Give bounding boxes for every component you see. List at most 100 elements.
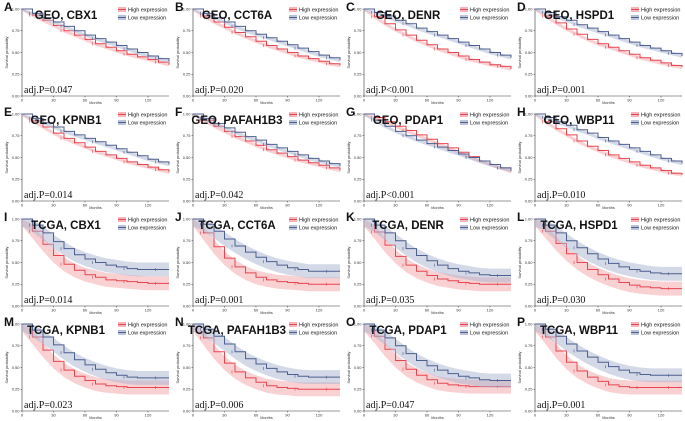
p-value-label: adj.P=0.035 (366, 295, 414, 306)
y-tick-label: 0.25 (12, 72, 21, 77)
legend-label-low: Low expression (128, 16, 166, 22)
y-tick-label: 0.75 (12, 133, 21, 138)
x-tick-label: 0 (363, 203, 366, 208)
x-tick-label: 30 (51, 203, 56, 208)
legend-label-high: High expression (128, 113, 167, 119)
legend-label-high: High expression (128, 323, 167, 329)
y-tick-label: 0.25 (183, 177, 192, 182)
survival-curve-low (364, 218, 511, 276)
x-axis-label: Months (89, 416, 102, 420)
x-tick-label: 90 (627, 413, 632, 418)
km-panel: 0.00 0.25 0.50 0.75 1.00 0 30 60 90 120 Months Surv… (517, 0, 683, 105)
panel-letter: D (517, 0, 526, 14)
y-tick-label: 0.25 (354, 387, 363, 392)
survival-curve-low (364, 8, 512, 58)
legend-label-low: Low expression (641, 121, 679, 127)
x-tick-label: 60 (83, 203, 88, 208)
y-tick-label: 0.75 (525, 238, 534, 243)
x-tick-label: 30 (393, 413, 398, 418)
legend-label-high: High expression (470, 8, 509, 14)
x-tick-label: 120 (316, 413, 323, 418)
ci-band-low (535, 324, 682, 383)
legend-label-low: Low expression (641, 331, 679, 337)
y-tick-label: 0.50 (354, 50, 363, 55)
km-panel: 0.00 0.25 0.50 0.75 1.00 0 30 60 90 120 Months Surv… (4, 210, 169, 315)
x-axis-label: Months (602, 206, 615, 210)
y-tick-label: 1.00 (12, 321, 21, 326)
p-value-label: adj.P=0.001 (195, 295, 243, 306)
km-panel: 0.00 0.25 0.50 0.75 1.00 0 30 60 90 120 Months Surv… (4, 0, 170, 105)
x-tick-label: 120 (145, 203, 152, 208)
p-value-label: adj.P=0.001 (537, 85, 585, 96)
survival-curve-high (22, 323, 169, 388)
p-value-label: adj.P=0.001 (537, 400, 585, 411)
x-tick-label: 30 (222, 308, 227, 313)
x-tick-label: 0 (192, 98, 195, 103)
x-axis-label: Months (260, 416, 273, 420)
x-tick-label: 60 (596, 203, 601, 208)
x-tick-label: 60 (425, 413, 430, 418)
y-tick-label: 1.00 (525, 321, 534, 326)
y-axis-label: Survival probability (5, 351, 9, 383)
km-panel: 0.00 0.25 0.50 0.75 1.00 0 30 60 90 120 Months Surv… (346, 105, 512, 210)
survival-curve-low (22, 218, 169, 270)
x-tick-label: 30 (564, 413, 569, 418)
x-tick-label: 120 (316, 308, 323, 313)
x-tick-label: 90 (456, 413, 461, 418)
x-tick-label: 0 (534, 413, 537, 418)
panel-title: TCGA, HSPD1 (540, 220, 618, 232)
legend-label-high: High expression (470, 323, 509, 329)
km-panel: 0.00 0.25 0.50 0.75 1.00 0 30 60 90 120 Months Surv… (175, 315, 340, 420)
p-value-label: adj.P=0.014 (24, 190, 72, 201)
legend-label-high: High expression (128, 218, 167, 224)
y-tick-label: 1.00 (183, 216, 192, 221)
legend-label-low: Low expression (299, 331, 337, 337)
y-tick-label: 0.00 (12, 198, 21, 203)
y-tick-label: 1.00 (354, 321, 363, 326)
legend-label-low: Low expression (299, 226, 337, 232)
x-tick-label: 90 (627, 98, 632, 103)
legend-label-low: Low expression (470, 16, 508, 22)
x-tick-label: 90 (456, 203, 461, 208)
x-tick-label: 0 (192, 203, 195, 208)
x-tick-label: 60 (83, 308, 88, 313)
x-tick-label: 90 (114, 413, 119, 418)
legend-label-low: Low expression (128, 121, 166, 127)
survival-curve-high (193, 218, 340, 285)
ci-band-high (22, 114, 169, 174)
x-axis-label: Months (602, 416, 615, 420)
panel-letter: O (346, 315, 355, 329)
legend-label-high: High expression (299, 113, 338, 119)
x-tick-label: 30 (222, 98, 227, 103)
x-axis-label: Months (431, 416, 444, 420)
y-axis-label: Survival probability (347, 141, 351, 173)
panel-title: GEO, CCT6A (202, 10, 272, 22)
panel-title: TCGA, KPNB1 (27, 325, 106, 337)
y-tick-label: 0.75 (354, 238, 363, 243)
y-axis-label: Survival probability (518, 36, 522, 68)
p-value-label: adj.P<0.001 (366, 85, 414, 96)
panel-title: GEO, DENR (376, 10, 441, 22)
survival-curve-low (22, 8, 170, 62)
km-panel: 0.00 0.25 0.50 0.75 1.00 0 30 60 90 120 Months Surv… (4, 105, 170, 210)
y-tick-label: 0.25 (12, 387, 21, 392)
y-tick-label: 0.25 (525, 387, 534, 392)
y-tick-label: 0.50 (183, 50, 192, 55)
y-tick-label: 0.00 (12, 93, 21, 98)
y-tick-label: 0.50 (525, 155, 534, 160)
legend-label-high: High expression (299, 323, 338, 329)
x-tick-label: 30 (222, 413, 227, 418)
x-tick-label: 120 (658, 413, 665, 418)
x-tick-label: 60 (83, 98, 88, 103)
survival-curve-high (535, 113, 683, 175)
x-tick-label: 30 (564, 98, 569, 103)
y-tick-label: 0.50 (183, 365, 192, 370)
survival-curve-low (364, 113, 512, 171)
ci-band-high (535, 219, 682, 296)
y-axis-label: Survival probability (518, 141, 522, 173)
x-tick-label: 60 (425, 98, 430, 103)
y-tick-label: 0.25 (354, 72, 363, 77)
y-tick-label: 0.50 (183, 260, 192, 265)
y-tick-label: 0.25 (183, 282, 192, 287)
